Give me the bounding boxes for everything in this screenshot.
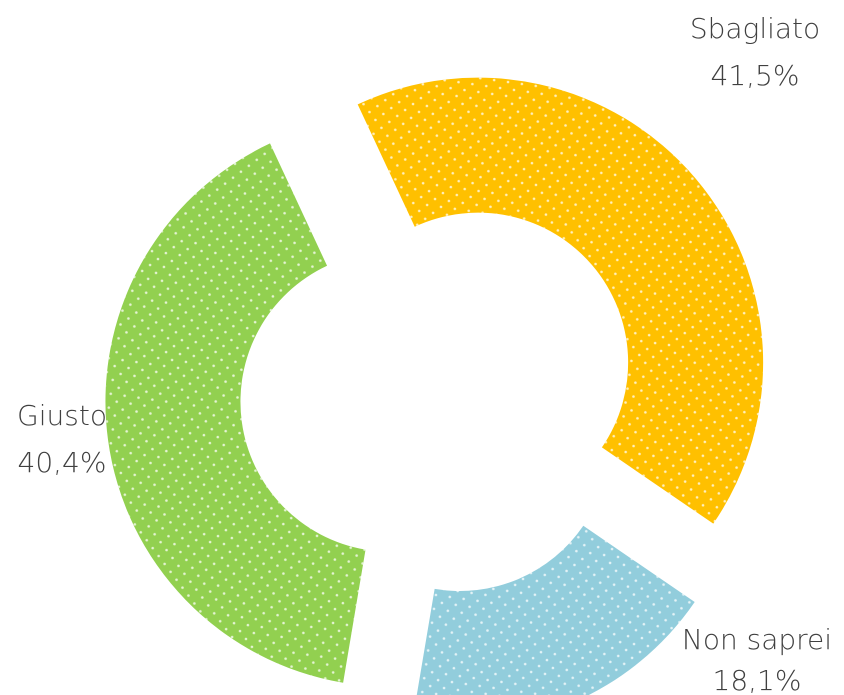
slice-label-name: Giusto <box>17 399 107 432</box>
donut-slice-pattern <box>416 525 695 695</box>
slice-label-value: 18,1% <box>713 664 802 695</box>
slice-label-name: Non saprei <box>682 623 832 656</box>
donut-slice <box>105 143 366 683</box>
labels-layer: Sbagliato 41,5% Non saprei 18,1% Giusto … <box>17 12 832 695</box>
slice-label-value: 41,5% <box>711 59 800 92</box>
slice-label-name: Sbagliato <box>690 12 820 45</box>
slice-label-value: 40,4% <box>18 446 107 479</box>
donut-slice-pattern <box>105 143 366 683</box>
slices-layer <box>105 77 764 695</box>
donut-slice-pattern <box>357 77 764 524</box>
donut-slice <box>357 77 764 524</box>
donut-slice <box>416 525 695 695</box>
